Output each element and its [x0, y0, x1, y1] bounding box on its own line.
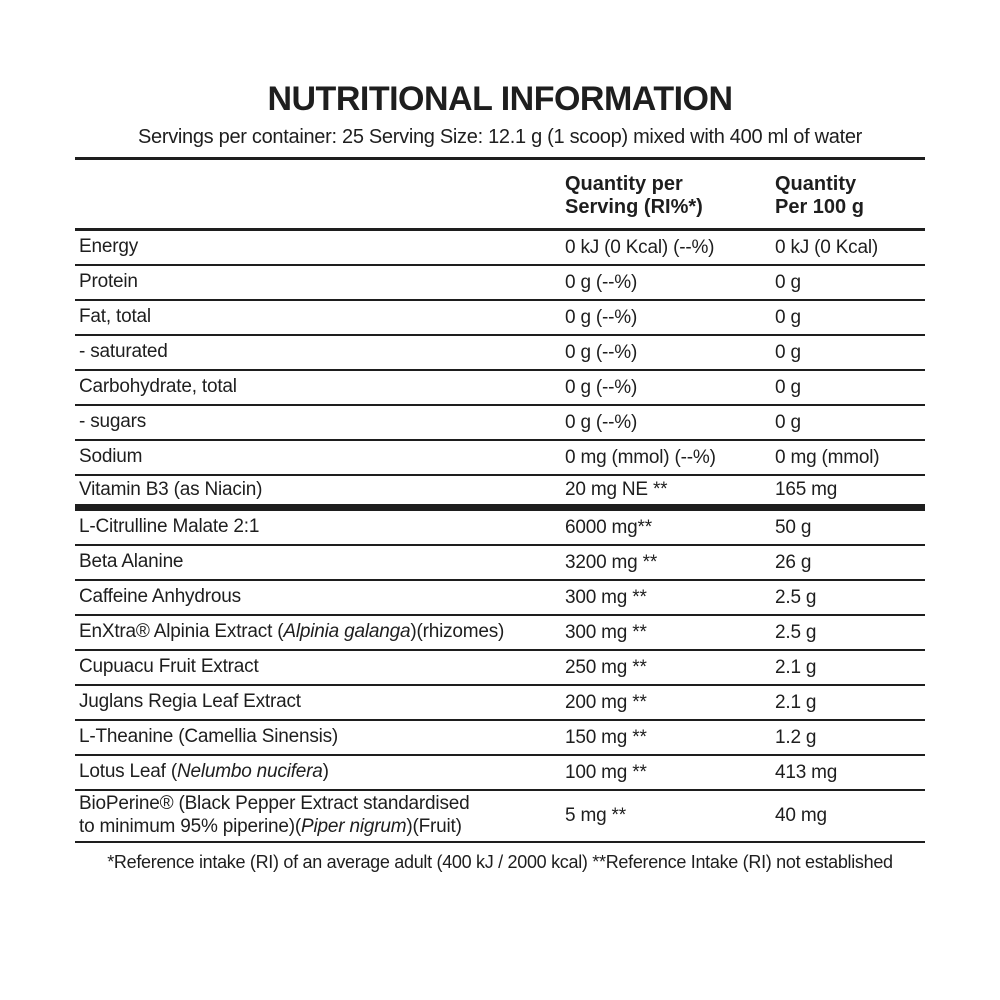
header-line-2: Serving (RI%*)	[565, 196, 703, 218]
quantity-per-100g-value: 2.5 g	[775, 586, 817, 608]
header-spacer	[75, 173, 565, 219]
nutrient-row: Caffeine Anhydrous 300 mg ** 2.5 g	[75, 581, 925, 616]
quantity-per-100g-value: 0 g	[775, 376, 801, 398]
nutrient-row: Carbohydrate, total 0 g (--%) 0 g	[75, 371, 925, 406]
nutrient-label: Caffeine Anhydrous	[79, 586, 241, 608]
quantity-per-100g-value: 0 g	[775, 411, 801, 433]
nutrient-label: Carbohydrate, total	[79, 376, 237, 398]
quantity-per-serving-value: 0 g (--%)	[565, 341, 638, 363]
nutrient-row: Sodium 0 mg (mmol) (--%) 0 mg (mmol)	[75, 441, 925, 476]
nutrient-row: L-Theanine (Camellia Sinensis) 150 mg ** 1…	[75, 721, 925, 756]
nutrient-row: Juglans Regia Leaf Extract 200 mg ** 2.1 g	[75, 686, 925, 721]
nutrient-row: Fat, total 0 g (--%) 0 g	[75, 301, 925, 336]
nutrient-row: BioPerine® (Black Pepper Extract standar…	[75, 791, 925, 843]
header-line-1: Quantity	[775, 173, 857, 195]
reference-intake-footnote: *Reference intake (RI) of an average adu…	[107, 851, 893, 872]
quantity-per-100g-value: 0 g	[775, 341, 801, 363]
nutrient-label: Sodium	[79, 446, 143, 468]
quantity-per-serving-value: 0 g (--%)	[565, 411, 638, 433]
quantity-per-serving-value: 0 g (--%)	[565, 306, 638, 328]
quantity-per-100g-value: 413 mg	[775, 761, 838, 783]
nutrient-label: L-Citrulline Malate 2:1	[79, 516, 260, 538]
header-quantity-per-serving: Quantity per Serving (RI%*)	[565, 173, 775, 219]
quantity-per-serving-value: 250 mg **	[565, 656, 647, 678]
quantity-per-serving-value: 0 g (--%)	[565, 376, 638, 398]
nutrient-label: Vitamin B3 (as Niacin)	[79, 478, 263, 500]
header-quantity-per-100g: Quantity Per 100 g	[775, 173, 925, 219]
nutrient-label: Energy	[79, 236, 139, 258]
nutrient-label: - saturated	[79, 341, 168, 363]
quantity-per-100g-value: 2.1 g	[775, 656, 817, 678]
nutrient-row: Beta Alanine 3200 mg ** 26 g	[75, 546, 925, 581]
nutrient-row: Cupuacu Fruit Extract 250 mg ** 2.1 g	[75, 651, 925, 686]
quantity-per-100g-value: 26 g	[775, 551, 812, 573]
nutrient-row: Lotus Leaf (Nelumbo nucifera) 100 mg ** 41…	[75, 756, 925, 791]
nutrient-label: Protein	[79, 271, 138, 293]
table-header-row: Quantity per Serving (RI%*) Quantity Per…	[75, 160, 925, 231]
nutrient-label: Lotus Leaf (Nelumbo nucifera)	[79, 761, 329, 783]
quantity-per-serving-value: 300 mg **	[565, 621, 647, 643]
nutrient-row: Energy 0 kJ (0 Kcal) (--%) 0 kJ (0 Kcal)	[75, 231, 925, 266]
nutrient-row: - sugars 0 g (--%) 0 g	[75, 406, 925, 441]
quantity-per-100g-value: 0 g	[775, 306, 801, 328]
page-title: NUTRITIONAL INFORMATION	[267, 80, 733, 118]
quantity-per-100g-value: 50 g	[775, 516, 812, 538]
quantity-per-serving-value: 300 mg **	[565, 586, 647, 608]
nutrient-label: EnXtra® Alpinia Extract (Alpinia galanga…	[79, 621, 505, 643]
nutrient-row: EnXtra® Alpinia Extract (Alpinia galanga…	[75, 616, 925, 651]
quantity-per-serving-value: 6000 mg**	[565, 516, 652, 538]
quantity-per-serving-value: 150 mg **	[565, 726, 647, 748]
quantity-per-100g-value: 0 g	[775, 271, 801, 293]
quantity-per-100g-value: 165 mg	[775, 479, 838, 500]
nutrient-label: - sugars	[79, 411, 147, 433]
serving-info: Servings per container: 25 Serving Size:…	[75, 126, 925, 160]
quantity-per-100g-value: 2.5 g	[775, 621, 817, 643]
quantity-per-serving-value: 100 mg **	[565, 761, 647, 783]
quantity-per-100g-value: 0 kJ (0 Kcal)	[775, 236, 878, 258]
quantity-per-serving-value: 5 mg **	[565, 804, 626, 826]
nutrient-label: Cupuacu Fruit Extract	[79, 656, 259, 678]
quantity-per-serving-value: 0 g (--%)	[565, 271, 638, 293]
quantity-per-serving-value: 3200 mg **	[565, 551, 658, 573]
nutrient-row: Protein 0 g (--%) 0 g	[75, 266, 925, 301]
quantity-per-100g-value: 0 mg (mmol)	[775, 446, 880, 468]
nutrient-row: - saturated 0 g (--%) 0 g	[75, 336, 925, 371]
quantity-per-serving-value: 20 mg NE **	[565, 479, 668, 500]
nutrient-label: Fat, total	[79, 306, 151, 328]
nutrient-row: L-Citrulline Malate 2:1 6000 mg** 50 g	[75, 511, 925, 546]
nutrient-label: Juglans Regia Leaf Extract	[79, 691, 301, 713]
quantity-per-serving-value: 200 mg **	[565, 691, 647, 713]
quantity-per-100g-value: 40 mg	[775, 804, 827, 826]
nutrient-label: BioPerine® (Black Pepper Extract standar…	[79, 793, 470, 837]
quantity-per-serving-value: 0 mg (mmol) (--%)	[565, 446, 716, 468]
quantity-per-100g-value: 1.2 g	[775, 726, 817, 748]
quantity-per-100g-value: 2.1 g	[775, 691, 817, 713]
nutrient-label: Beta Alanine	[79, 551, 184, 573]
table-body: Energy 0 kJ (0 Kcal) (--%) 0 kJ (0 Kcal) Pr…	[75, 231, 925, 843]
nutrient-label: L-Theanine (Camellia Sinensis)	[79, 726, 339, 748]
quantity-per-serving-value: 0 kJ (0 Kcal) (--%)	[565, 236, 715, 258]
header-line-2: Per 100 g	[775, 196, 864, 218]
nutrient-row: Vitamin B3 (as Niacin) 20 mg NE ** 165 mg	[75, 476, 925, 511]
header-line-1: Quantity per	[565, 173, 683, 195]
label-content: NUTRITIONAL INFORMATION Servings per con…	[75, 0, 925, 873]
